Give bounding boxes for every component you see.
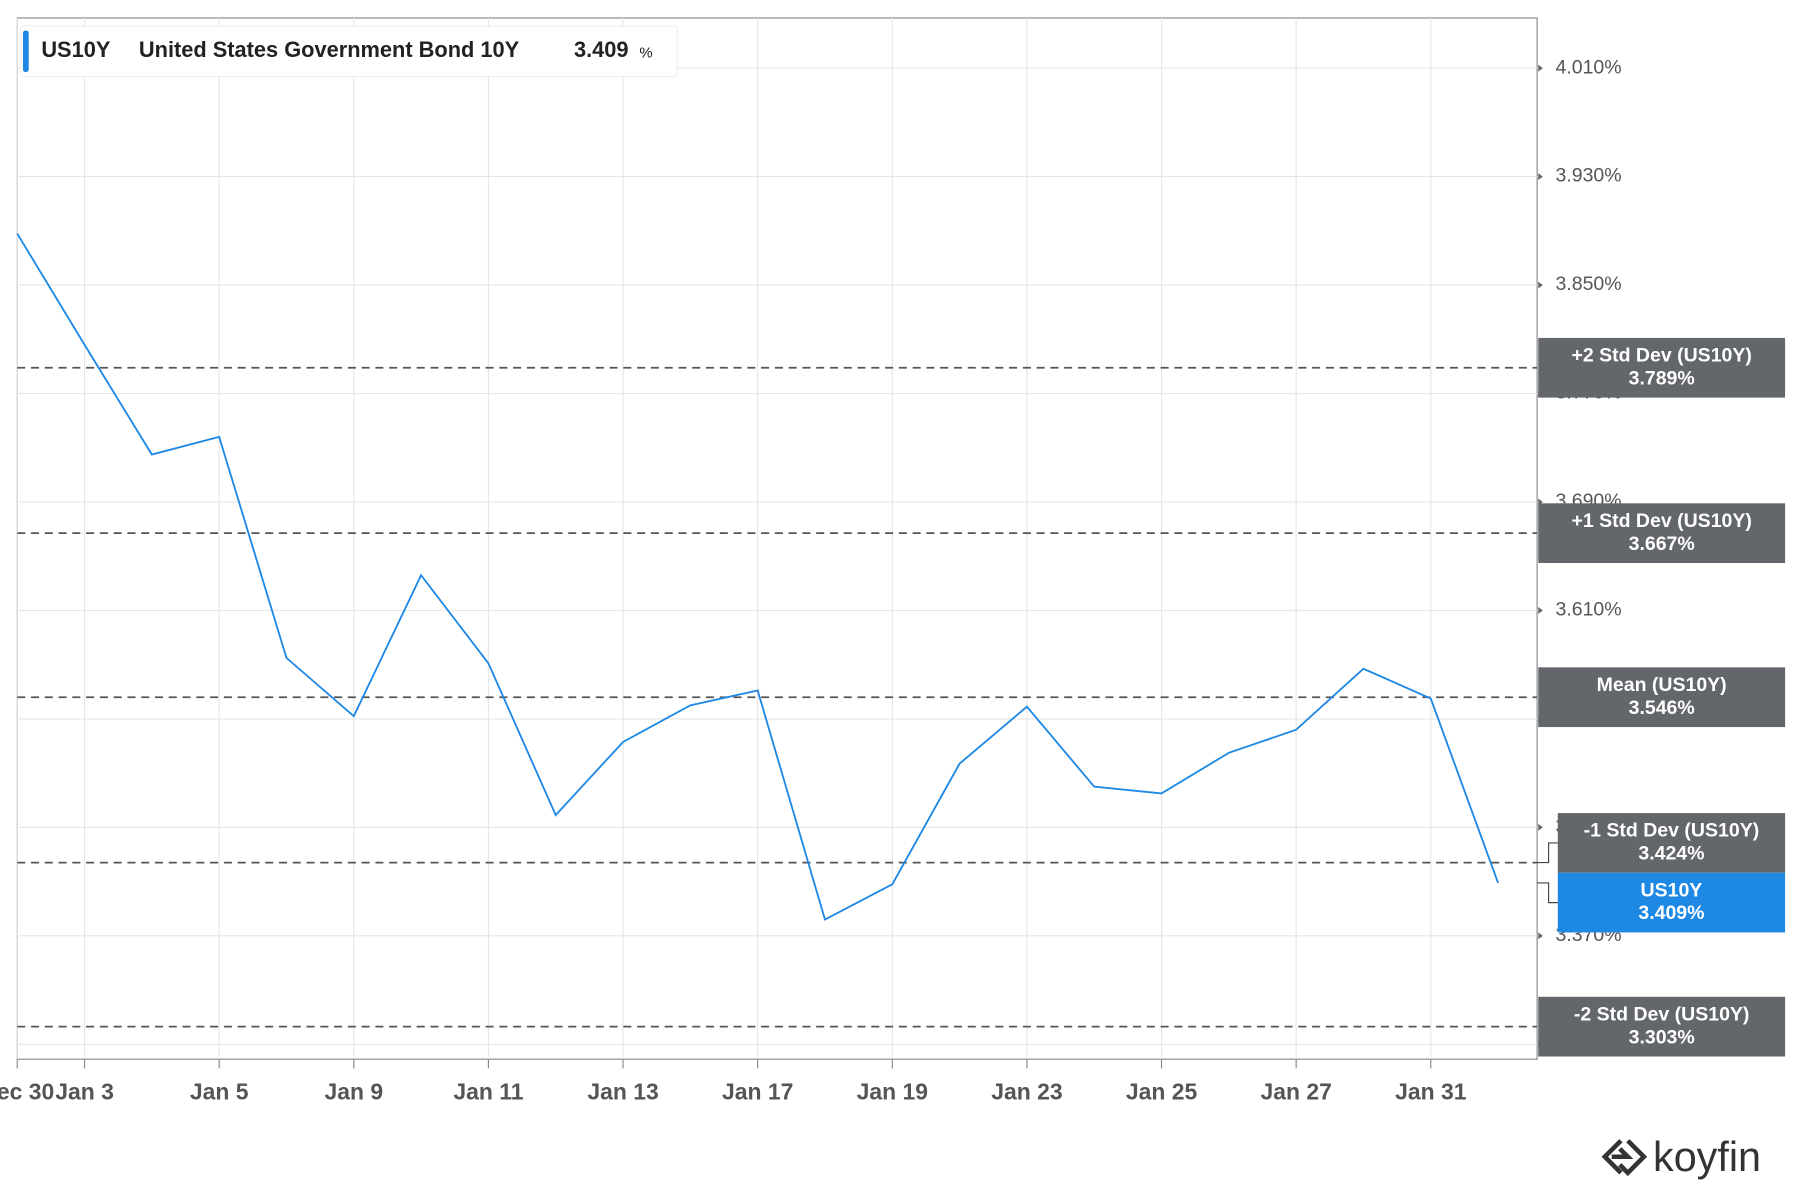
value-label-name: -1 Std Dev (US10Y) (1584, 820, 1760, 842)
x-tick-label: Jan 23 (991, 1079, 1062, 1105)
x-tick-label: Jan 25 (1126, 1079, 1198, 1105)
value-label-box (1557, 813, 1786, 873)
legend-swatch (22, 30, 29, 72)
value-label-box (1538, 337, 1786, 398)
y-tick-mark (1538, 173, 1543, 181)
y-tick-label: 3.850% (1555, 273, 1621, 295)
value-label: 3.667% (1629, 533, 1695, 555)
label-connector (1537, 882, 1558, 904)
value-label-name: Mean (US10Y) (1597, 674, 1727, 696)
x-tick-label: Jan 9 (324, 1079, 383, 1105)
y-tick-mark (1538, 64, 1543, 72)
value-label: 3.424% (1638, 843, 1704, 865)
legend-ticker: US10Y (41, 37, 111, 62)
legend-name: United States Government Bond 10Y (139, 37, 520, 62)
x-tick-label: Jan 31 (1395, 1079, 1467, 1105)
logo (1601, 1139, 1648, 1177)
value-label-box (1557, 872, 1786, 933)
watermark: koyfin (1653, 1134, 1761, 1180)
x-tick-label: Jan 19 (857, 1079, 928, 1105)
x-tick-label: Jan 13 (587, 1079, 658, 1105)
legend-unit: % (639, 45, 652, 62)
value-label-box (1538, 996, 1786, 1057)
value-label-box (1538, 503, 1786, 564)
x-tick-label: Jan 17 (722, 1079, 793, 1105)
x-tick-label: Jan 5 (190, 1079, 249, 1105)
plot-frame (16, 17, 1538, 1060)
x-tick-label: Jan 3 (55, 1079, 114, 1105)
value-label-name: -2 Std Dev (US10Y) (1574, 1003, 1750, 1025)
y-tick-mark (1538, 823, 1543, 831)
value-label: 3.303% (1629, 1026, 1695, 1048)
value-label: 3.546% (1629, 697, 1695, 719)
x-tick-label: Dec 30 (0, 1079, 54, 1105)
value-label: 3.789% (1629, 367, 1695, 389)
y-tick-mark (1538, 606, 1543, 614)
value-label: 3.409% (1638, 902, 1704, 924)
value-label-name: +1 Std Dev (US10Y) (1571, 510, 1751, 532)
y-tick-label: 4.010% (1555, 56, 1621, 78)
legend (20, 25, 678, 78)
label-connector (1537, 842, 1558, 864)
legend-value: 3.409 (574, 37, 629, 62)
y-tick-label: 3.610% (1555, 599, 1621, 621)
x-tick-label: Jan 27 (1260, 1079, 1331, 1105)
series-line (16, 233, 1499, 921)
value-label-name: US10Y (1641, 879, 1703, 901)
x-tick-label: Jan 11 (453, 1079, 523, 1105)
y-tick-mark (1538, 281, 1543, 289)
y-tick-mark (1538, 932, 1543, 940)
y-tick-label: 3.930% (1555, 165, 1621, 187)
value-label-box (1538, 667, 1786, 728)
value-label-name: +2 Std Dev (US10Y) (1571, 344, 1751, 366)
